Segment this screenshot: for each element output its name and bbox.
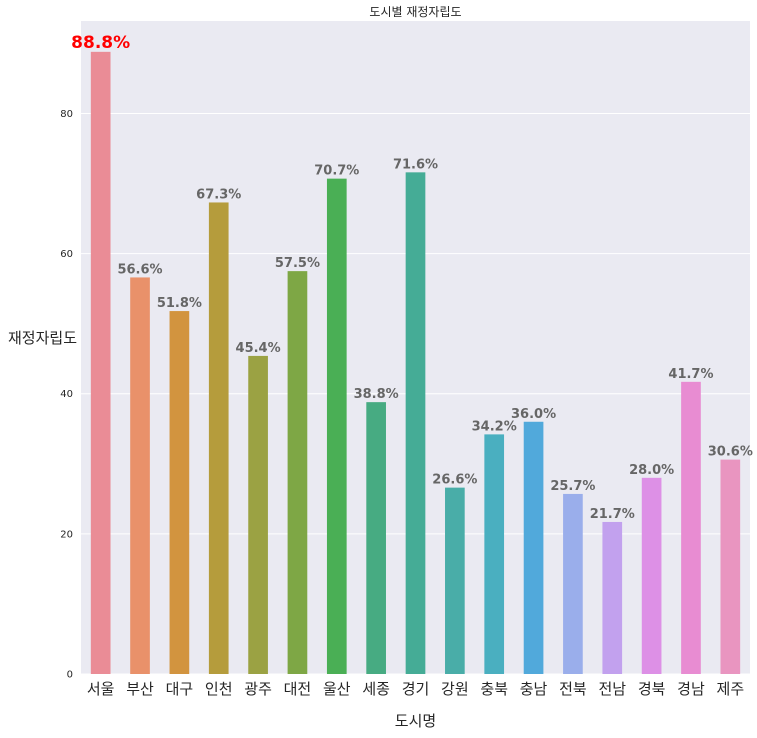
bar	[366, 402, 386, 674]
bar	[641, 477, 662, 674]
y-tick-label: 60	[60, 249, 73, 260]
y-axis-label: 재정자립도	[8, 329, 77, 347]
y-tick-label: 0	[67, 670, 73, 681]
bar	[523, 421, 544, 674]
data-label: 51.8%	[157, 296, 202, 311]
x-tick-label: 충남	[520, 680, 548, 698]
bar	[208, 202, 229, 674]
x-tick-label: 경남	[677, 680, 705, 698]
bar	[287, 271, 308, 674]
bar	[405, 172, 426, 674]
y-tick-label: 80	[60, 109, 73, 120]
x-tick-label: 인천	[205, 680, 233, 698]
bar	[484, 434, 505, 674]
x-tick-label: 전북	[559, 680, 587, 698]
data-label: 30.6%	[708, 445, 753, 460]
bars	[90, 51, 741, 675]
data-label: 25.7%	[550, 479, 595, 494]
x-tick-label: 부산	[126, 680, 154, 698]
x-tick-label: 전남	[598, 680, 626, 698]
bar	[720, 459, 741, 674]
bar	[563, 493, 583, 674]
data-label: 88.8%	[71, 33, 130, 53]
x-tick-label: 제주	[717, 680, 745, 698]
data-label: 36.0%	[511, 407, 556, 422]
x-tick-label: 광주	[244, 680, 272, 698]
data-label: 34.2%	[472, 419, 517, 434]
y-tick-label: 40	[60, 389, 73, 400]
bar	[681, 381, 701, 674]
bar	[326, 178, 347, 675]
data-label: 45.4%	[236, 341, 281, 356]
bar	[130, 277, 150, 674]
data-label: 67.3%	[196, 187, 241, 202]
x-tick-label: 울산	[323, 680, 351, 698]
x-tick-label: 충북	[480, 680, 508, 698]
data-label: 71.6%	[393, 157, 438, 172]
data-label: 57.5%	[275, 256, 320, 271]
x-tick-label: 서울	[87, 680, 115, 698]
bar	[90, 51, 111, 675]
data-label: 70.7%	[314, 164, 359, 179]
bar	[445, 487, 465, 674]
x-tick-label: 세종	[362, 680, 390, 698]
data-label: 28.0%	[629, 463, 674, 478]
data-label: 56.6%	[117, 262, 162, 277]
x-axis-ticks: 서울 부산 대구 인천 광주 대전 울산 세종 경기 강원 충북 충남 전북 전남 경북 경남 제주	[87, 680, 744, 698]
x-tick-label: 대구	[166, 680, 194, 698]
data-labels: 88.8% 56.6% 51.8% 67.3% 45.4% 57.5% 70.7% 38.8%…	[71, 33, 753, 522]
data-label: 38.8%	[354, 387, 399, 402]
bar	[248, 355, 268, 674]
x-tick-label: 경북	[638, 680, 666, 698]
y-tick-label: 20	[60, 529, 73, 540]
x-tick-label: 대전	[284, 680, 312, 698]
x-tick-label: 경기	[402, 680, 430, 698]
chart-title: 도시별 재정자립도	[369, 5, 461, 19]
data-label: 26.6%	[432, 473, 477, 488]
data-label: 41.7%	[668, 367, 713, 382]
x-axis-label: 도시명	[395, 712, 436, 730]
bar	[169, 311, 190, 674]
bar	[602, 521, 623, 674]
data-label: 21.7%	[590, 507, 635, 522]
y-axis-ticks: 0 20 40 60 80	[60, 109, 73, 681]
x-tick-label: 강원	[441, 680, 469, 698]
